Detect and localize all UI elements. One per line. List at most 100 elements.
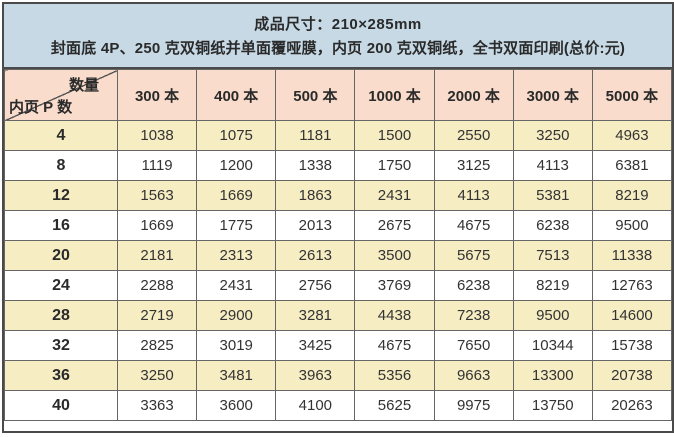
price-cell: 3769	[354, 270, 435, 301]
price-cell: 5356	[354, 360, 435, 391]
column-header: 1000 本	[354, 69, 435, 121]
price-cell: 20738	[591, 360, 673, 391]
price-cell: 9663	[433, 360, 514, 391]
price-cell: 1500	[354, 120, 435, 151]
price-cell: 2719	[116, 300, 198, 331]
table-row: 24 2288 2431 2756 3769 6238 8219 12763	[4, 270, 673, 301]
column-header: 500 本	[275, 69, 356, 121]
row-header-pages: 8	[4, 150, 118, 181]
price-cell: 13300	[512, 360, 593, 391]
price-cell: 2181	[116, 240, 198, 271]
price-cell: 2550	[433, 120, 514, 151]
price-cell: 3250	[512, 120, 593, 151]
price-cell: 2313	[196, 240, 277, 271]
price-cell: 1038	[116, 120, 198, 151]
price-cell: 1181	[275, 120, 356, 151]
row-header-pages: 40	[4, 390, 118, 421]
price-cell: 4113	[433, 180, 514, 211]
column-header: 2000 本	[433, 69, 514, 121]
price-cell: 2013	[275, 210, 356, 241]
price-cell: 2288	[116, 270, 198, 301]
price-cell: 9975	[433, 390, 514, 421]
price-cell: 15738	[591, 330, 673, 361]
price-cell: 6381	[591, 150, 673, 181]
price-cell: 2431	[354, 180, 435, 211]
finished-size-text: 成品尺寸：210×285mm	[254, 16, 422, 33]
price-cell: 4438	[354, 300, 435, 331]
inner-pages-label: 内页 P 数	[9, 99, 73, 116]
column-header: 300 本	[116, 69, 198, 121]
price-cell: 8219	[591, 180, 673, 211]
table-row: 40 3363 3600 4100 5625 9975 13750 20263	[4, 390, 673, 421]
price-cell: 2613	[275, 240, 356, 271]
price-cell: 3425	[275, 330, 356, 361]
price-cell: 3481	[196, 360, 277, 391]
column-header: 3000 本	[512, 69, 593, 121]
table-row: 36 3250 3481 3963 5356 9663 13300 20738	[4, 360, 673, 391]
corner-cell: 数量 内页 P 数	[4, 69, 118, 121]
price-cell: 4100	[275, 390, 356, 421]
price-cell: 1200	[196, 150, 277, 181]
price-cell: 1075	[196, 120, 277, 151]
price-cell: 10344	[512, 330, 593, 361]
table-row: 20 2181 2313 2613 3500 5675 7513 11338	[4, 240, 673, 271]
price-cell: 11338	[591, 240, 673, 271]
price-cell: 3500	[354, 240, 435, 271]
price-cell: 20263	[591, 390, 673, 421]
table-row: 32 2825 3019 3425 4675 7650 10344 15738	[4, 330, 673, 361]
table-row: 4 1038 1075 1181 1500 2550 3250 4963	[4, 120, 673, 151]
column-header: 5000 本	[591, 69, 673, 121]
table-row: 28 2719 2900 3281 4438 7238 9500 14600	[4, 300, 673, 331]
table-body: 4 1038 1075 1181 1500 2550 3250 4963 8 1119 1200 13…	[4, 120, 673, 421]
price-cell: 5625	[354, 390, 435, 421]
price-cell: 1338	[275, 150, 356, 181]
table-header-row: 数量 内页 P 数 300 本 400 本 500 本 1000 本 2000 本 300…	[4, 69, 673, 121]
price-cell: 7650	[433, 330, 514, 361]
price-cell: 1863	[275, 180, 356, 211]
price-cell: 1119	[116, 150, 198, 181]
price-cell: 2756	[275, 270, 356, 301]
price-cell: 3019	[196, 330, 277, 361]
price-cell: 1669	[196, 180, 277, 211]
price-cell: 14600	[591, 300, 673, 331]
price-cell: 4675	[433, 210, 514, 241]
price-cell: 9500	[512, 300, 593, 331]
price-cell: 1750	[354, 150, 435, 181]
row-header-pages: 4	[4, 120, 118, 151]
column-header: 400 本	[196, 69, 277, 121]
quantity-label: 数量	[68, 77, 99, 94]
row-header-pages: 16	[4, 210, 118, 241]
row-header-pages: 12	[4, 180, 118, 211]
price-cell: 5675	[433, 240, 514, 271]
price-cell: 6238	[433, 270, 514, 301]
price-cell: 3125	[433, 150, 514, 181]
price-cell: 2825	[116, 330, 198, 361]
table-row: 8 1119 1200 1338 1750 3125 4113 6381	[4, 150, 673, 181]
row-header-pages: 24	[4, 270, 118, 301]
paper-spec-text: 封面底 4P、250 克双铜纸并单面覆哑膜，内页 200 克双铜纸，全书双面印刷…	[50, 40, 626, 57]
price-cell: 2900	[196, 300, 277, 331]
price-cell: 3963	[275, 360, 356, 391]
table-row: 16 1669 1775 2013 2675 4675 6238 9500	[4, 210, 673, 241]
price-cell: 3600	[196, 390, 277, 421]
price-cell: 3281	[275, 300, 356, 331]
price-table: 数量 内页 P 数 300 本 400 本 500 本 1000 本 2000 本 300…	[4, 69, 673, 421]
price-cell: 2431	[196, 270, 277, 301]
price-cell: 3363	[116, 390, 198, 421]
row-header-pages: 28	[4, 300, 118, 331]
price-cell: 3250	[116, 360, 198, 391]
row-header-pages: 36	[4, 360, 118, 391]
price-cell: 8219	[512, 270, 593, 301]
price-cell: 4963	[591, 120, 673, 151]
price-cell: 5381	[512, 180, 593, 211]
price-cell: 7238	[433, 300, 514, 331]
price-cell: 13750	[512, 390, 593, 421]
row-header-pages: 20	[4, 240, 118, 271]
price-cell: 9500	[591, 210, 673, 241]
price-cell: 7513	[512, 240, 593, 271]
row-header-pages: 32	[4, 330, 118, 361]
price-cell: 12763	[591, 270, 673, 301]
price-cell: 1775	[196, 210, 277, 241]
price-cell: 2675	[354, 210, 435, 241]
